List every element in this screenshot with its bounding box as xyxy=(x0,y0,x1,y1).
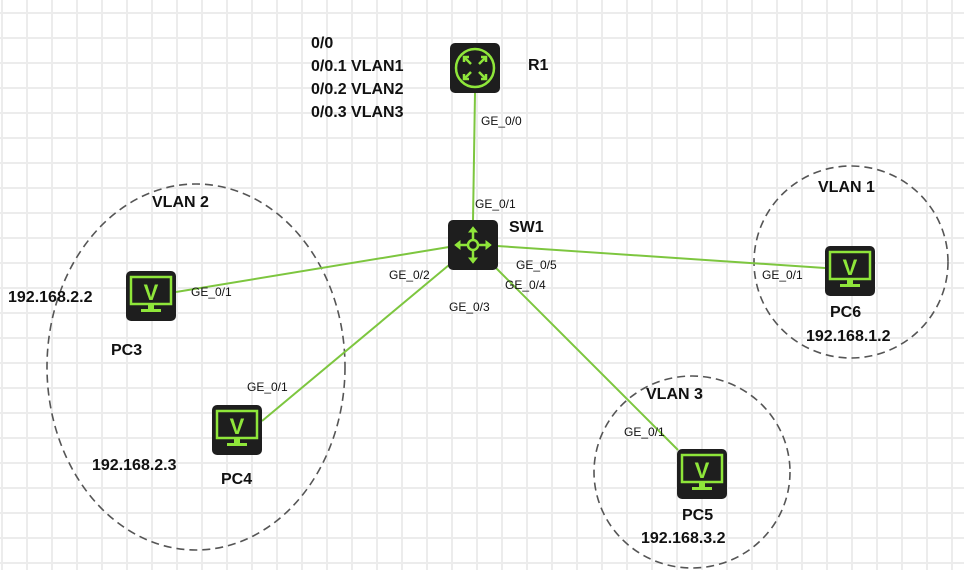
port-label: GE_0/0 xyxy=(481,114,522,128)
pc3-name: PC3 xyxy=(111,342,142,359)
router-note: 0/0.3 VLAN3 xyxy=(311,104,404,121)
switch-icon xyxy=(454,226,492,264)
pc5-ip: 192.168.3.2 xyxy=(641,530,726,547)
pc4-ip: 192.168.2.3 xyxy=(92,457,177,474)
router-name: R1 xyxy=(528,57,549,74)
router-note: 0/0.1 VLAN1 xyxy=(311,58,404,75)
router-icon xyxy=(454,47,496,89)
port-label: GE_0/1 xyxy=(475,197,516,211)
pc3-ip: 192.168.2.2 xyxy=(8,289,93,306)
port-label: GE_0/3 xyxy=(449,300,490,314)
vlan3-label: VLAN 3 xyxy=(646,386,703,403)
pc3[interactable] xyxy=(124,269,178,323)
pc-icon xyxy=(124,269,178,323)
port-label: GE_0/1 xyxy=(624,425,665,439)
pc6-ip: 192.168.1.2 xyxy=(806,328,891,345)
switch-sw1[interactable] xyxy=(448,220,498,270)
port-label: GE_0/2 xyxy=(389,268,430,282)
port-label: GE_0/5 xyxy=(516,258,557,272)
port-label: GE_0/1 xyxy=(247,380,288,394)
pc5-name: PC5 xyxy=(682,507,713,524)
pc-icon xyxy=(823,244,877,298)
vlan2-area xyxy=(46,183,346,551)
vlan1-label: VLAN 1 xyxy=(818,179,875,196)
pc4-name: PC4 xyxy=(221,471,252,488)
switch-name: SW1 xyxy=(509,219,544,236)
port-label: GE_0/1 xyxy=(191,285,232,299)
port-label: GE_0/4 xyxy=(505,278,546,292)
link-sw1-pc4[interactable] xyxy=(261,264,450,422)
pc6[interactable] xyxy=(823,244,877,298)
link-sw1-pc5[interactable] xyxy=(495,267,679,451)
vlan2-label: VLAN 2 xyxy=(152,194,209,211)
pc4[interactable] xyxy=(210,403,264,457)
vlan1-area xyxy=(753,165,949,359)
port-label: GE_0/1 xyxy=(762,268,803,282)
link-sw1-pc6[interactable] xyxy=(496,245,826,269)
pc-icon xyxy=(675,447,729,501)
router-note: 0/0 xyxy=(311,35,333,52)
router-r1[interactable] xyxy=(450,43,500,93)
link-r1-sw1[interactable] xyxy=(472,92,476,222)
link-sw1-pc3[interactable] xyxy=(175,246,450,293)
router-note: 0/0.2 VLAN2 xyxy=(311,81,404,98)
pc5[interactable] xyxy=(675,447,729,501)
pc-icon xyxy=(210,403,264,457)
vlan3-area xyxy=(593,375,791,569)
pc6-name: PC6 xyxy=(830,304,861,321)
